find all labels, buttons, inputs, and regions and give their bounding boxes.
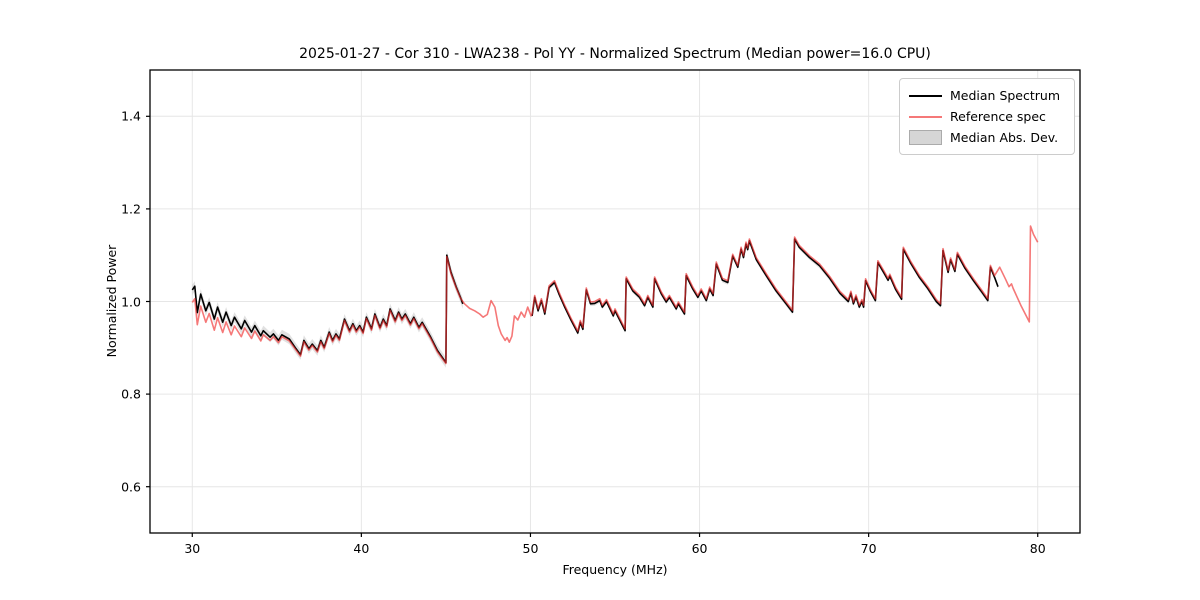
legend-item-reference-spec: Reference spec [909,106,1064,127]
legend-label: Median Abs. Dev. [950,130,1059,145]
x-tick-label: 50 [522,541,539,556]
x-tick-label: 30 [184,541,201,556]
reference-spectrum-line [191,225,1039,365]
legend-item-median-spectrum: Median Spectrum [909,85,1064,106]
median-spectrum-line [191,254,464,364]
reference-line-swatch-icon [909,115,942,118]
y-tick-label: 0.8 [121,386,141,402]
y-tick-label: 1.2 [121,201,141,217]
y-tick-label: 1.0 [121,294,141,309]
legend-label: Reference spec [950,109,1046,124]
legend: Median Spectrum Reference spec Median Ab… [899,78,1075,155]
x-tick-label: 80 [1029,541,1046,556]
legend-label: Median Spectrum [950,88,1061,103]
legend-item-median-abs-dev: Median Abs. Dev. [909,127,1064,148]
chart-title: 2025-01-27 - Cor 310 - LWA238 - Pol YY -… [299,46,931,62]
x-tick-label: 70 [860,541,877,556]
mad-patch-swatch-icon [909,130,942,145]
x-axis-label: Frequency (MHz) [562,562,668,577]
mad-band [192,250,463,368]
y-tick-label: 1.4 [121,108,141,124]
x-tick-label: 40 [353,541,370,556]
y-tick-label: 0.6 [121,479,141,495]
y-axis-label: Normalized Power [104,244,119,358]
median-line-swatch-icon [909,94,942,97]
x-tick-label: 60 [691,541,708,556]
